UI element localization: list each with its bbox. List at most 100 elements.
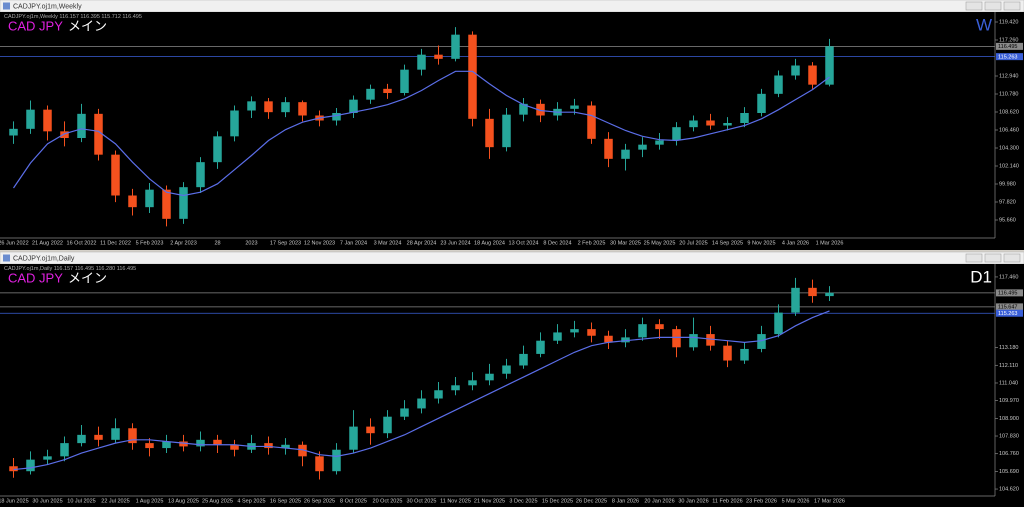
candle-body <box>417 398 426 409</box>
candle-body <box>536 340 545 354</box>
candle-body <box>9 466 18 472</box>
candle-body <box>247 101 256 111</box>
y-tick-label: 104.620 <box>999 486 1019 492</box>
x-tick-label: 22 Jul 2025 <box>101 498 129 504</box>
candle-body <box>383 88 392 93</box>
candle-body <box>655 140 664 145</box>
x-tick-label: 2023 <box>245 240 257 246</box>
y-tick-label: 119.420 <box>999 19 1018 25</box>
price-label: 116.495 <box>998 291 1017 297</box>
x-tick-label: 9 Nov 2025 <box>747 240 775 246</box>
y-tick-label: 97.820 <box>999 199 1016 205</box>
candle-body <box>281 444 290 449</box>
x-tick-label: 21 Nov 2025 <box>474 498 505 504</box>
window-button[interactable] <box>984 253 1002 263</box>
x-tick-label: 23 Feb 2026 <box>746 498 777 504</box>
window-icon <box>3 254 10 262</box>
window-button[interactable] <box>1003 1 1021 11</box>
candle-body <box>791 65 800 76</box>
candle-body <box>230 444 239 450</box>
price-label-box <box>996 42 1023 50</box>
price-label-box <box>996 309 1023 317</box>
candle-body <box>468 380 477 386</box>
x-tick-label: 4 Jan 2026 <box>782 240 809 246</box>
candle-body <box>468 34 477 119</box>
price-label: 115.263 <box>998 54 1017 60</box>
candle-body <box>400 69 409 93</box>
candle-body <box>417 54 426 70</box>
y-tick-label: 106.460 <box>999 127 1019 133</box>
moving-average <box>13 70 830 197</box>
candle-body <box>774 312 783 335</box>
candle-body <box>570 105 579 109</box>
candle-body <box>570 329 579 333</box>
x-tick-label: 8 Jan 2026 <box>612 498 639 504</box>
candle-body <box>689 120 698 128</box>
candle-body <box>485 373 494 381</box>
x-tick-label: 16 Sep 2025 <box>270 498 301 504</box>
price-label: 115.647 <box>998 305 1017 311</box>
symbol-label: CAD JPY <box>8 18 63 33</box>
symbol-note: メイン <box>68 270 107 285</box>
candle-body <box>179 441 188 447</box>
y-tick-label: 112.940 <box>999 73 1018 79</box>
title-bar <box>0 0 1024 13</box>
y-tick-label: 102.140 <box>999 163 1019 169</box>
y-tick-label: 110.780 <box>999 91 1018 97</box>
candle-body <box>162 189 171 219</box>
window-button[interactable] <box>965 1 983 11</box>
y-tick-label: 105.690 <box>999 469 1019 475</box>
price-label: 116.495 <box>998 44 1017 50</box>
x-tick-label: 1 Mar 2026 <box>816 240 844 246</box>
window-title: CADJPY.oj1m,Weekly <box>13 3 82 10</box>
x-tick-label: 26 Dec 2025 <box>576 498 607 504</box>
y-tick-label: 111.040 <box>999 380 1018 386</box>
candle-body <box>366 88 375 100</box>
candle-body <box>808 287 817 297</box>
candle-body <box>519 353 528 366</box>
candle-body <box>366 426 375 434</box>
price-label-box <box>996 289 1023 297</box>
candle-body <box>281 102 290 113</box>
chart-background <box>0 12 1024 250</box>
candle-body <box>128 428 137 444</box>
x-tick-label: 17 Sep 2023 <box>270 240 301 246</box>
x-tick-label: 28 <box>214 240 220 246</box>
x-tick-label: 10 Jul 2025 <box>67 498 95 504</box>
candle-body <box>400 408 409 417</box>
window-button[interactable] <box>1003 253 1021 263</box>
x-tick-label: 30 Oct 2025 <box>407 498 437 504</box>
x-tick-label: 1 Aug 2025 <box>136 498 164 504</box>
candle-body <box>145 189 154 208</box>
x-tick-label: 8 Dec 2024 <box>543 240 571 246</box>
candle-body <box>349 426 358 450</box>
x-tick-label: 26 Jun 2022 <box>0 240 29 246</box>
candle-body <box>213 439 222 445</box>
x-tick-label: 17 Mar 2026 <box>814 498 845 504</box>
x-tick-label: 5 Mar 2026 <box>782 498 810 504</box>
candle-body <box>43 109 52 132</box>
candle-body <box>43 456 52 460</box>
candle-body <box>111 428 120 440</box>
y-tick-label: 108.900 <box>999 416 1019 422</box>
candle-body <box>774 75 783 94</box>
price-label: 115.263 <box>998 311 1017 317</box>
candle-body <box>638 144 647 150</box>
candle-body <box>162 441 171 449</box>
candle-body <box>383 416 392 434</box>
y-tick-label: 112.110 <box>999 363 1018 369</box>
y-tick-label: 99.980 <box>999 181 1016 187</box>
symbol-label: CAD JPY <box>8 270 63 285</box>
window-button[interactable] <box>984 1 1002 11</box>
x-tick-label: 30 Mar 2025 <box>610 240 641 246</box>
candle-body <box>740 348 749 361</box>
price-label-box <box>996 303 1023 311</box>
candle-body <box>519 103 528 115</box>
y-tick-label: 95.660 <box>999 217 1016 223</box>
candle-body <box>706 334 715 346</box>
candle-body <box>604 335 613 343</box>
window-button[interactable] <box>965 253 983 263</box>
candle-body <box>621 337 630 343</box>
candle-body <box>451 34 460 59</box>
